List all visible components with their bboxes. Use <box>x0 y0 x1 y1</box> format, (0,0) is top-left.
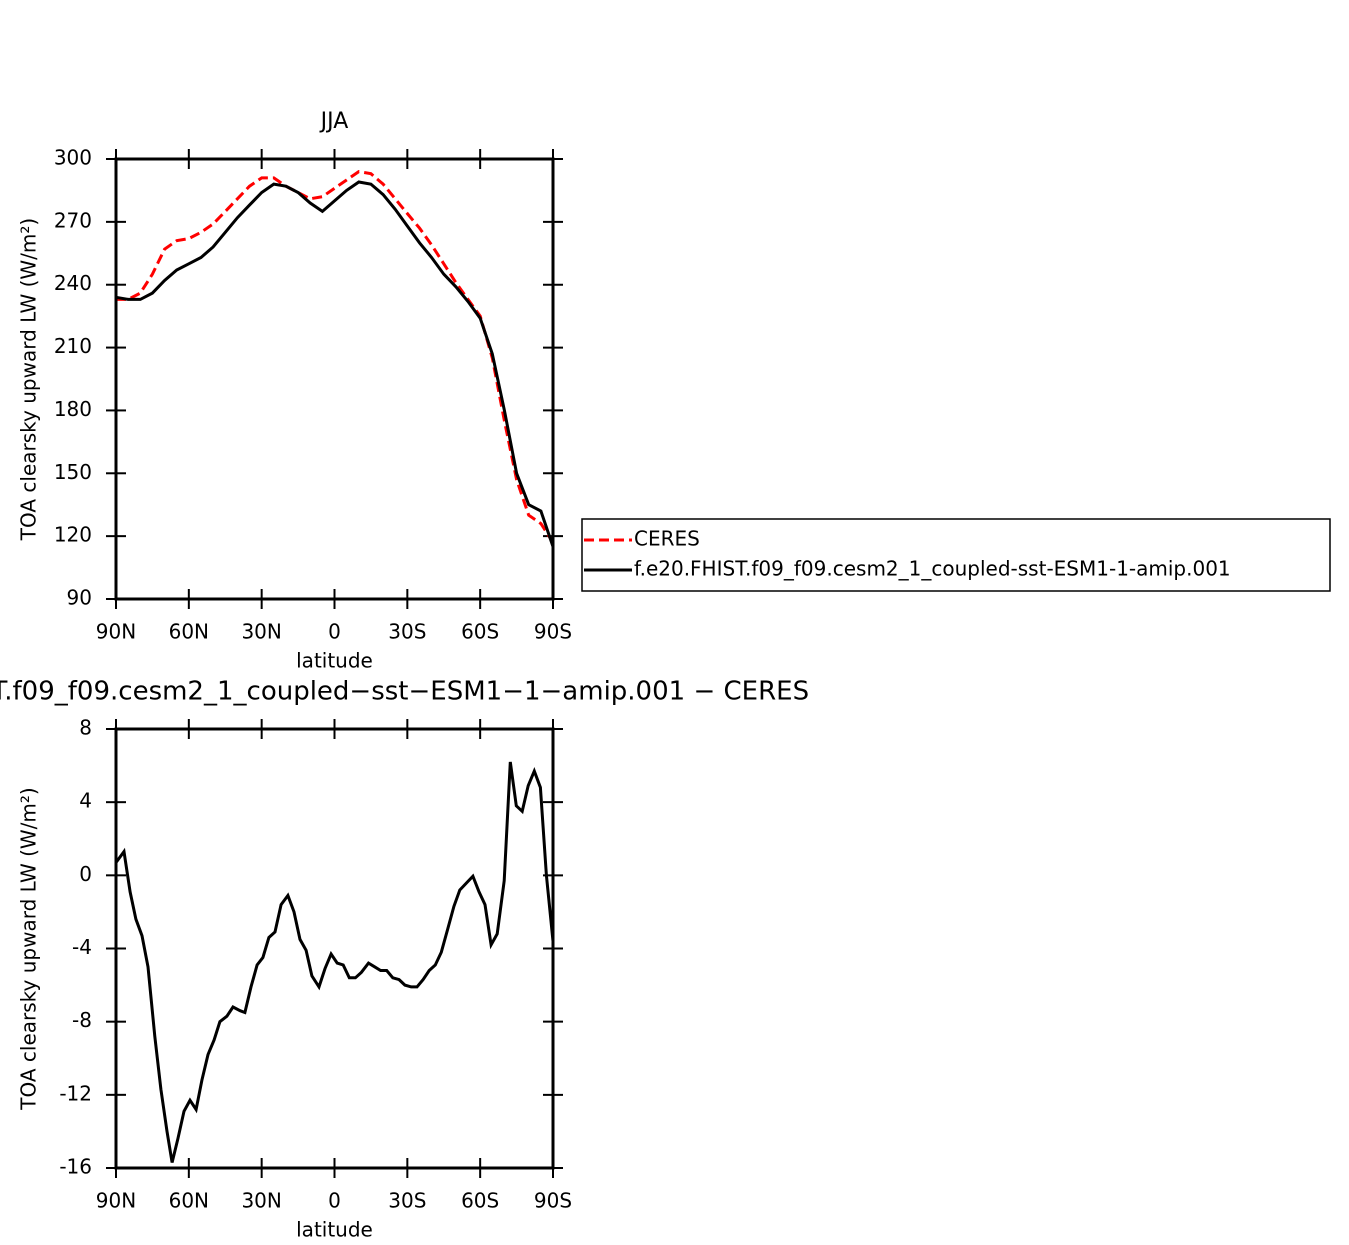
data-line <box>114 761 555 1163</box>
x-tick-label: 90S <box>534 620 572 644</box>
x-tick-label: 30S <box>388 620 426 644</box>
plot-frame <box>114 727 555 1170</box>
data-line <box>116 170 555 544</box>
x-tick-label: 30S <box>388 1189 426 1213</box>
y-tick-label: -16 <box>59 1155 92 1179</box>
x-tick-label: 90S <box>534 1189 572 1213</box>
x-axis-label: latitude <box>296 1218 373 1242</box>
legend-label: f.e20.FHIST.f09_f09.cesm2_1_coupled-sst-… <box>634 557 1231 581</box>
plot-frame <box>114 157 555 601</box>
y-tick-label: 210 <box>54 334 92 358</box>
chart-title: f.e20.FHIST.f09_f09.cesm2_1_coupled−sst−… <box>0 677 809 707</box>
y-tick-label: 300 <box>54 146 92 170</box>
y-axis-label: TOA clearsky upward LW (W/m²) <box>17 787 41 1110</box>
y-tick-label: 240 <box>54 271 92 295</box>
y-tick-label: 4 <box>79 789 92 813</box>
x-tick-label: 60S <box>461 620 499 644</box>
y-axis-label: TOA clearsky upward LW (W/m²) <box>17 218 41 541</box>
y-tick-label: -8 <box>72 1008 92 1032</box>
y-tick-label: -4 <box>72 935 92 959</box>
x-axis-label: latitude <box>296 649 373 673</box>
y-tick-label: 180 <box>54 397 92 421</box>
data-line <box>115 180 555 548</box>
x-tick-label: 60N <box>169 1189 209 1213</box>
y-tick-label: 270 <box>54 208 92 232</box>
x-tick-label: 0 <box>328 620 341 644</box>
x-tick-label: 0 <box>328 1189 341 1213</box>
legend-label: CERES <box>634 527 700 551</box>
x-tick-label: 30N <box>241 1189 281 1213</box>
x-tick-label: 60S <box>461 1189 499 1213</box>
x-tick-label: 30N <box>241 620 281 644</box>
x-tick-label: 60N <box>169 620 209 644</box>
y-tick-label: 0 <box>79 862 92 886</box>
x-tick-label: 90N <box>96 620 136 644</box>
y-tick-label: 90 <box>67 586 92 610</box>
y-tick-label: 150 <box>54 460 92 484</box>
x-tick-label: 90N <box>96 1189 136 1213</box>
legend-box <box>581 518 1331 592</box>
y-tick-label: 120 <box>54 523 92 547</box>
y-tick-label: -12 <box>59 1081 92 1105</box>
chart-title: JJA <box>319 109 349 134</box>
y-tick-label: 8 <box>79 716 92 740</box>
